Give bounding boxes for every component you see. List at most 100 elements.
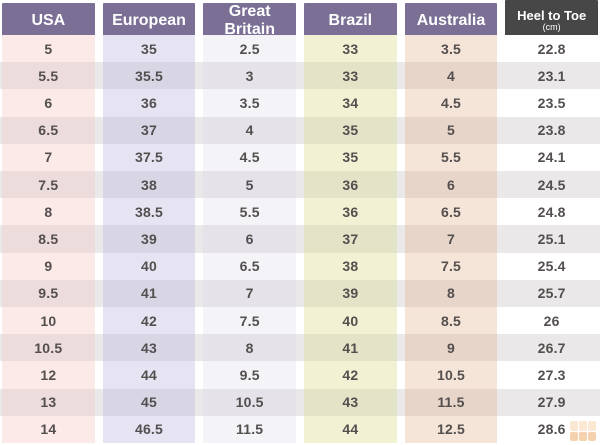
header-australia-label: Australia bbox=[416, 12, 486, 29]
table-cell: 8.5 bbox=[2, 225, 95, 253]
table-cell: 46.5 bbox=[102, 415, 196, 444]
table-cell: 43 bbox=[102, 334, 196, 362]
table-cell: 6 bbox=[203, 225, 296, 253]
table-row: 6 36 3.5 34 4.5 23.5 bbox=[0, 89, 600, 117]
header-brazil-label: Brazil bbox=[328, 12, 373, 29]
table-row: 6.5 37 4 35 5 23.8 bbox=[0, 116, 600, 144]
table-cell: 24.5 bbox=[505, 171, 598, 199]
table-cell: 33 bbox=[303, 62, 397, 90]
table-cell: 38 bbox=[303, 252, 397, 280]
table-cell: 9.5 bbox=[2, 279, 95, 308]
table-cell: 2.5 bbox=[203, 35, 296, 63]
table-cell: 4 bbox=[203, 116, 296, 144]
header-usa: USA bbox=[2, 3, 95, 39]
table-cell: 8 bbox=[2, 198, 95, 226]
table-cell: 36 bbox=[303, 171, 397, 199]
table-cell: 5.5 bbox=[2, 62, 95, 90]
table-cell: 4.5 bbox=[203, 143, 296, 172]
table-header: USA European Great Britain Brazil Austra… bbox=[0, 0, 600, 42]
table-cell: 3.5 bbox=[203, 89, 296, 117]
table-row: 8 38.5 5.5 36 6.5 24.8 bbox=[0, 198, 600, 226]
table-cell: 26 bbox=[505, 307, 598, 335]
table-cell: 42 bbox=[102, 307, 196, 335]
table-cell: 8 bbox=[203, 334, 296, 362]
table-cell: 10 bbox=[2, 307, 95, 335]
table-cell: 10.5 bbox=[404, 361, 498, 389]
table-cell: 27.9 bbox=[505, 388, 598, 416]
table-cell: 37.5 bbox=[102, 143, 196, 172]
table-cell: 5.5 bbox=[203, 198, 296, 226]
table-cell: 8 bbox=[404, 279, 498, 308]
table-cell: 37 bbox=[102, 116, 196, 144]
table-row: 14 46.5 11.5 44 12.5 28.6 bbox=[0, 415, 600, 444]
table-row: 9.5 41 7 39 8 25.7 bbox=[0, 279, 600, 308]
table-row: 5.5 35.5 3 33 4 23.1 bbox=[0, 62, 600, 90]
table-cell: 4 bbox=[404, 62, 498, 90]
table-row: 8.5 39 6 37 7 25.1 bbox=[0, 225, 600, 253]
table-cell: 40 bbox=[102, 252, 196, 280]
table-cell: 33 bbox=[303, 35, 397, 63]
table-cell: 23.8 bbox=[505, 116, 598, 144]
table-cell: 10.5 bbox=[2, 334, 95, 362]
table-cell: 35 bbox=[303, 116, 397, 144]
table-cell: 43 bbox=[303, 388, 397, 416]
table-cell: 36 bbox=[303, 198, 397, 226]
watermark-square bbox=[579, 421, 587, 431]
table-cell: 7 bbox=[404, 225, 498, 253]
table-cell: 6.5 bbox=[404, 198, 498, 226]
table-cell: 3 bbox=[203, 62, 296, 90]
table-row: 5 35 2.5 33 3.5 22.8 bbox=[0, 35, 600, 63]
table-cell: 5 bbox=[2, 35, 95, 63]
table-cell: 3.5 bbox=[404, 35, 498, 63]
header-brazil: Brazil bbox=[303, 3, 397, 39]
table-cell: 42 bbox=[303, 361, 397, 389]
table-cell: 23.1 bbox=[505, 62, 598, 90]
table-cell: 38 bbox=[102, 171, 196, 199]
table-cell: 44 bbox=[303, 415, 397, 444]
watermark-square bbox=[588, 421, 596, 431]
table-cell: 22.8 bbox=[505, 35, 598, 63]
table-cell: 23.5 bbox=[505, 89, 598, 117]
table-cell: 6.5 bbox=[203, 252, 296, 280]
table-cell: 9 bbox=[2, 252, 95, 280]
table-cell: 37 bbox=[303, 225, 397, 253]
table-cell: 6 bbox=[2, 89, 95, 117]
table-row: 9 40 6.5 38 7.5 25.4 bbox=[0, 252, 600, 280]
watermark-square bbox=[588, 431, 596, 441]
table-cell: 5 bbox=[404, 116, 498, 144]
table-cell: 11.5 bbox=[404, 388, 498, 416]
watermark-square bbox=[579, 431, 587, 441]
header-usa-label: USA bbox=[31, 12, 66, 29]
watermark-square bbox=[570, 421, 578, 431]
table-cell: 8.5 bbox=[404, 307, 498, 335]
table-cell: 9.5 bbox=[203, 361, 296, 389]
table-row: 7.5 38 5 36 6 24.5 bbox=[0, 171, 600, 199]
table-row: 7 37.5 4.5 35 5.5 24.1 bbox=[0, 143, 600, 172]
table-cell: 36 bbox=[102, 89, 196, 117]
header-european-label: European bbox=[112, 12, 186, 29]
table-row: 13 45 10.5 43 11.5 27.9 bbox=[0, 388, 600, 416]
header-heel-to-toe-label: Heel to Toe bbox=[517, 7, 587, 23]
table-cell: 26.7 bbox=[505, 334, 598, 362]
table-cell: 39 bbox=[102, 225, 196, 253]
table-cell: 13 bbox=[2, 388, 95, 416]
table-cell: 44 bbox=[102, 361, 196, 389]
table-cell: 6 bbox=[404, 171, 498, 199]
table-cell: 7.5 bbox=[203, 307, 296, 335]
header-european: European bbox=[102, 3, 196, 39]
table-cell: 45 bbox=[102, 388, 196, 416]
header-heel-to-toe-unit: (cm) bbox=[542, 22, 561, 33]
table-cell: 38.5 bbox=[102, 198, 196, 226]
table-cell: 24.1 bbox=[505, 143, 598, 172]
table-cell: 25.4 bbox=[505, 252, 598, 280]
table-cell: 6.5 bbox=[2, 116, 95, 144]
watermark-square bbox=[570, 431, 578, 441]
table-row: 12 44 9.5 42 10.5 27.3 bbox=[0, 361, 600, 389]
table-cell: 5 bbox=[203, 171, 296, 199]
table-cell: 41 bbox=[102, 279, 196, 308]
table-row: 10 42 7.5 40 8.5 26 bbox=[0, 307, 600, 335]
table-cell: 7.5 bbox=[404, 252, 498, 280]
table-cell: 7 bbox=[203, 279, 296, 308]
table-cell: 25.1 bbox=[505, 225, 598, 253]
